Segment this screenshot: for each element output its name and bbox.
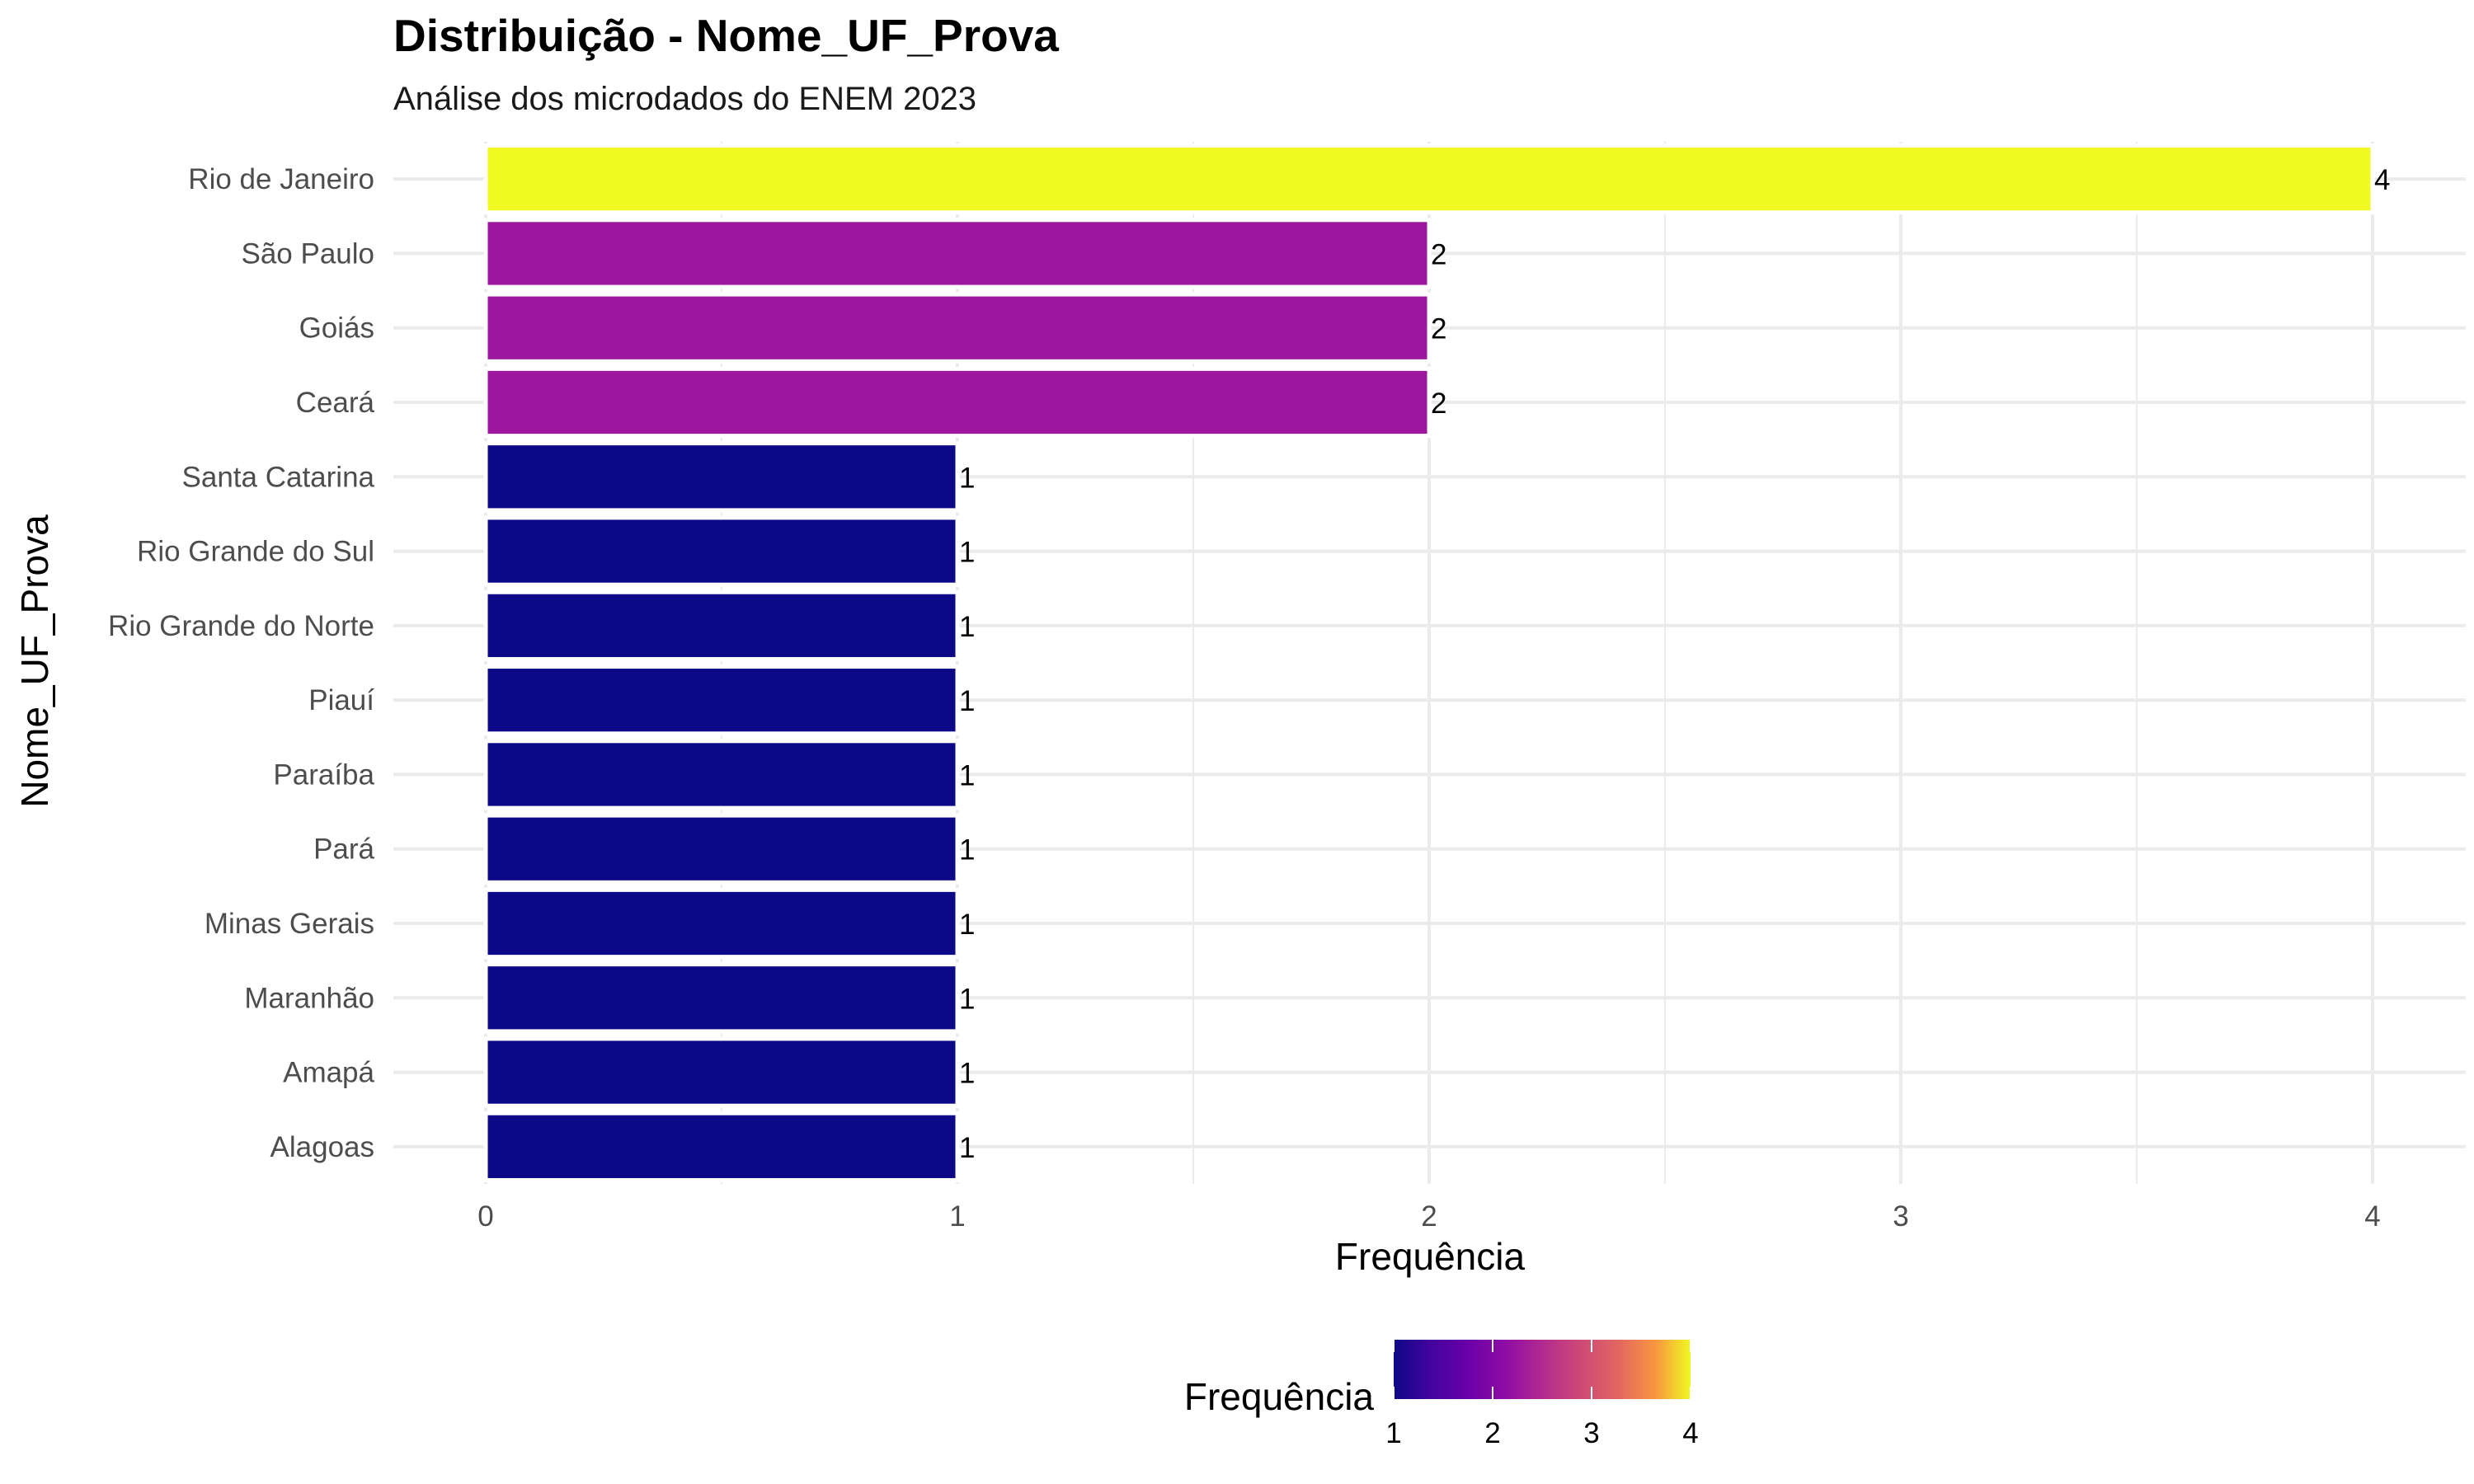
legend-tick-label: 1 bbox=[1385, 1417, 1401, 1449]
data-labels: 4 2 2 2 1 1 1 1 1 1 1 1 1 1 bbox=[959, 164, 2390, 1164]
y-tick-label: Maranhão bbox=[244, 982, 374, 1014]
chart-subtitle: Análise dos microdados do ENEM 2023 bbox=[393, 81, 976, 117]
y-tick-label: São Paulo bbox=[241, 237, 374, 270]
bar bbox=[483, 962, 960, 1034]
x-axis-title: Frequência bbox=[1335, 1235, 1526, 1278]
x-tick-label: 3 bbox=[1893, 1200, 1908, 1233]
legend-colorbar bbox=[1394, 1340, 1691, 1399]
bar-value-label: 1 bbox=[959, 685, 975, 717]
x-tick-label: 1 bbox=[949, 1200, 965, 1233]
y-tick-label: Pará bbox=[313, 834, 374, 866]
bar-value-label: 1 bbox=[959, 909, 975, 941]
x-axis-tick-labels: 0 1 2 3 4 bbox=[477, 1200, 2380, 1233]
bar-value-label: 1 bbox=[959, 462, 975, 494]
y-tick-label: Alagoas bbox=[270, 1131, 374, 1163]
y-axis-title: Nome_UF_Prova bbox=[13, 514, 56, 808]
bar-value-label: 1 bbox=[959, 611, 975, 643]
y-tick-label: Paraíba bbox=[273, 758, 374, 791]
y-tick-label: Amapá bbox=[283, 1057, 374, 1089]
bar bbox=[483, 1036, 960, 1108]
legend-ticks: 1 2 3 4 bbox=[1385, 1340, 1699, 1449]
bar bbox=[483, 441, 960, 513]
y-tick-label: Piauí bbox=[308, 684, 374, 716]
bar-value-label: 1 bbox=[959, 537, 975, 569]
x-tick-label: 4 bbox=[2364, 1200, 2380, 1233]
y-tick-label: Goiás bbox=[299, 312, 374, 345]
legend-title: Frequência bbox=[1184, 1375, 1375, 1418]
bar bbox=[483, 366, 1432, 439]
bar-value-label: 4 bbox=[2374, 164, 2390, 196]
y-tick-label: Rio Grande do Norte bbox=[108, 610, 374, 642]
legend-tick-label: 3 bbox=[1583, 1417, 1599, 1449]
bar bbox=[483, 887, 960, 960]
bar bbox=[483, 1111, 960, 1182]
bar-value-label: 1 bbox=[959, 834, 975, 866]
bar bbox=[483, 739, 960, 810]
legend-tick-label: 2 bbox=[1484, 1417, 1500, 1449]
legend-tick-label: 4 bbox=[1682, 1417, 1698, 1449]
y-tick-label: Minas Gerais bbox=[205, 908, 374, 940]
color-legend: Frequência 1 2 3 4 bbox=[1184, 1340, 1699, 1449]
bars bbox=[483, 143, 2375, 1182]
y-tick-label: Rio Grande do Sul bbox=[137, 536, 374, 568]
bar bbox=[483, 589, 960, 661]
bar bbox=[483, 665, 960, 736]
x-tick-label: 0 bbox=[477, 1200, 493, 1233]
bar bbox=[483, 292, 1432, 364]
bar-value-label: 2 bbox=[1431, 313, 1446, 345]
y-axis-tick-labels: Rio de Janeiro São Paulo Goiás Ceará Santa C… bbox=[108, 163, 374, 1163]
bar-value-label: 2 bbox=[1431, 238, 1446, 270]
bar-value-label: 1 bbox=[959, 759, 975, 791]
bar-value-label: 1 bbox=[959, 1132, 975, 1164]
x-tick-label: 2 bbox=[1421, 1200, 1437, 1233]
y-tick-label: Ceará bbox=[296, 387, 375, 419]
y-tick-label: Rio de Janeiro bbox=[188, 163, 374, 195]
bar bbox=[483, 515, 960, 587]
bar bbox=[483, 143, 2375, 215]
y-tick-label: Santa Catarina bbox=[182, 461, 375, 493]
bar-value-label: 1 bbox=[959, 983, 975, 1015]
bar bbox=[483, 218, 1432, 289]
chart-title: Distribuição - Nome_UF_Prova bbox=[393, 10, 1059, 61]
bar-value-label: 1 bbox=[959, 1058, 975, 1090]
bar bbox=[483, 813, 960, 885]
bar-value-label: 2 bbox=[1431, 387, 1446, 420]
